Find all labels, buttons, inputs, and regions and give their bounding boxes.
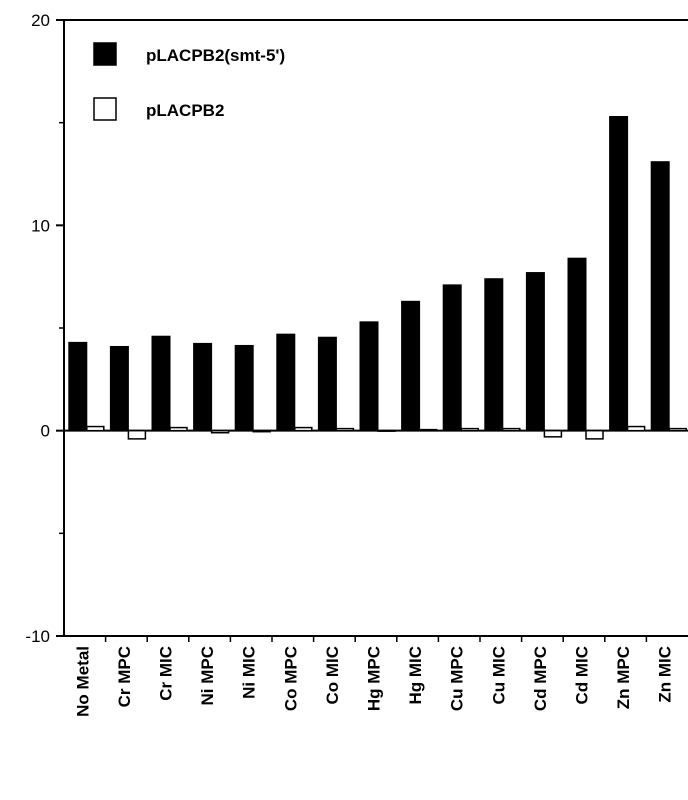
chart-bars	[68, 116, 687, 440]
category-label: Ni MIC	[240, 646, 259, 699]
legend-swatch-solid	[93, 42, 117, 66]
y-tick-label: -10	[25, 627, 50, 646]
y-tick-label: 0	[41, 422, 50, 441]
bar-plain	[169, 426, 188, 432]
bar-plain	[335, 427, 355, 432]
bar-plain	[418, 428, 438, 432]
bar-plain	[502, 427, 521, 432]
bar-plain	[294, 426, 313, 432]
bar-plain	[626, 425, 646, 432]
bar-plain	[252, 429, 271, 433]
category-label: Cu MIC	[489, 646, 508, 705]
bar-smt5	[276, 333, 296, 432]
bar-smt5	[193, 342, 213, 432]
category-label: Cu MPC	[448, 646, 467, 711]
bar-smt5	[609, 116, 629, 432]
category-label: Co MPC	[281, 646, 300, 711]
legend-swatch-hollow	[93, 97, 117, 121]
bar-smt5	[68, 341, 88, 432]
bar-smt5	[650, 161, 670, 432]
category-label: Hg MIC	[406, 646, 425, 705]
bar-smt5	[359, 321, 379, 432]
bar-smt5	[442, 284, 462, 432]
bar-smt5	[151, 335, 171, 432]
y-tick-label: 10	[31, 216, 50, 235]
category-label: Cd MPC	[531, 646, 550, 711]
bar-smt5	[525, 272, 545, 432]
bar-plain	[127, 429, 147, 440]
bar-plain	[543, 429, 563, 438]
legend-label: pLACPB2	[146, 101, 224, 120]
bar-plain	[460, 427, 479, 432]
bar-smt5	[234, 344, 254, 432]
category-label: Zn MIC	[656, 646, 675, 703]
y-tick-label: 20	[31, 11, 50, 30]
category-label: Co MIC	[323, 646, 342, 705]
category-label: Hg MPC	[364, 646, 383, 711]
bar-smt5	[484, 278, 504, 432]
category-label: Cr MPC	[115, 646, 134, 707]
bar-smt5	[567, 257, 587, 432]
bar-plain	[377, 429, 396, 432]
bar-plain	[585, 429, 604, 440]
bar-smt5	[109, 345, 129, 432]
bar-plain	[210, 429, 230, 434]
bar-smt5	[401, 300, 421, 432]
category-label: No Metal	[73, 646, 92, 717]
category-label: Cd MIC	[572, 646, 591, 705]
bar-plain	[86, 425, 105, 432]
chart-axes: -10 0 10 20 No Metal Cr MPC Cr MIC Ni MPC Ni MIC…	[25, 11, 688, 717]
category-label: Cr MIC	[156, 646, 175, 701]
category-label: Zn MPC	[614, 646, 633, 709]
category-label: Ni MPC	[198, 646, 217, 706]
legend-label: pLACPB2(smt-5')	[146, 46, 285, 65]
bar-smt5	[317, 336, 337, 432]
chart-legend: pLACPB2(smt-5') pLACPB2	[93, 42, 285, 121]
bar-plain	[668, 427, 687, 432]
